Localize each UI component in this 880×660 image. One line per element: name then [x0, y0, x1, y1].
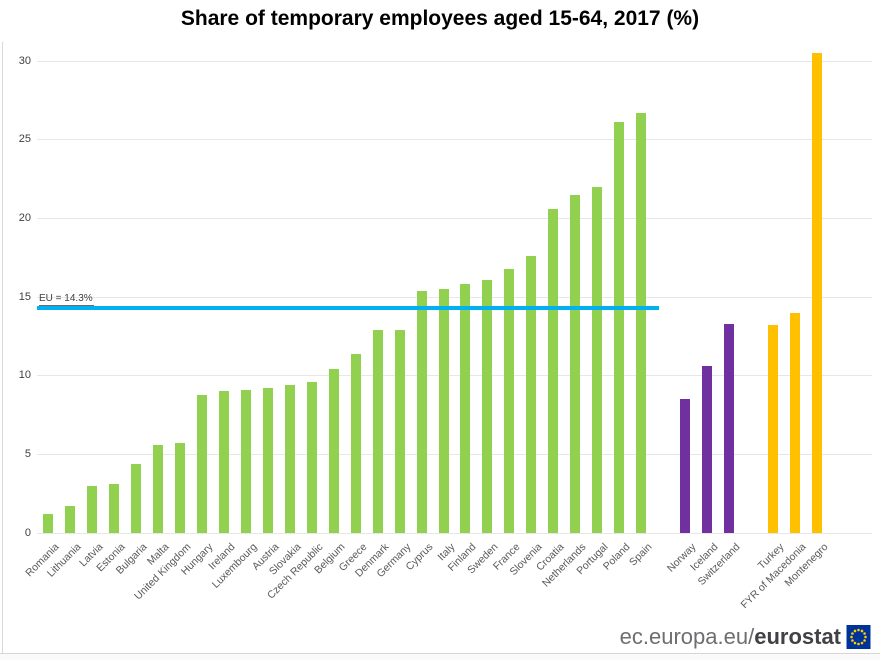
- bar-slovakia: [284, 385, 295, 533]
- bar-portugal: [592, 186, 603, 533]
- eu-average-label: EU = 14.3%: [39, 293, 94, 306]
- y-axis-tick-label: 30: [18, 54, 31, 67]
- bar-lithuania: [64, 506, 75, 533]
- bar-romania: [42, 514, 53, 533]
- y-axis-tick-label: 25: [18, 133, 31, 146]
- bar-montenegro: [812, 53, 823, 533]
- bar-belgium: [328, 369, 339, 533]
- left-frame-line: [2, 42, 3, 653]
- bottom-frame-line: [0, 653, 880, 660]
- bar-luxembourg: [240, 389, 251, 533]
- bar-germany: [394, 330, 405, 533]
- gridline: [37, 139, 872, 141]
- bar-czech-republic: [306, 381, 317, 533]
- bar-netherlands: [570, 194, 581, 533]
- y-axis-tick-label: 15: [18, 290, 31, 303]
- bar-croatia: [548, 208, 559, 533]
- x-axis-label: Spain: [627, 541, 655, 569]
- bar-iceland: [702, 366, 713, 533]
- bar-spain: [636, 112, 647, 533]
- gridline: [37, 60, 872, 62]
- bar-norway: [680, 399, 691, 533]
- y-axis-tick-label: 20: [18, 211, 31, 224]
- bar-turkey: [768, 325, 779, 533]
- eurostat-logo-prefix: ec.europa.eu/: [619, 624, 755, 649]
- bar-fyr-of-macedonia: [790, 312, 801, 533]
- bar-hungary: [196, 394, 207, 533]
- gridline: [37, 453, 872, 455]
- bar-denmark: [372, 330, 383, 533]
- eu-flag-icon: [846, 625, 871, 649]
- chart-plot-area: 0 5 10 15 20 25 30 Romania Lithuania Latvia Estoni…: [19, 53, 872, 611]
- y-axis-tick-label: 5: [24, 447, 31, 460]
- bar-cyprus: [416, 290, 427, 533]
- gridline: [37, 375, 872, 377]
- bar-france: [504, 268, 515, 533]
- bar-austria: [262, 388, 273, 533]
- bar-greece: [350, 353, 361, 533]
- y-axis-tick-label: 10: [18, 369, 31, 382]
- y-axis-tick-label: 0: [24, 526, 31, 539]
- bar-switzerland: [724, 323, 735, 533]
- bar-malta: [152, 444, 163, 533]
- bar-italy: [438, 289, 449, 533]
- bar-ireland: [218, 391, 229, 533]
- bar-estonia: [108, 484, 119, 533]
- gridline: [37, 532, 872, 534]
- eu-average-line: [37, 306, 660, 310]
- bar-slovenia: [526, 256, 537, 533]
- gridline: [37, 296, 872, 298]
- bar-sweden: [482, 279, 493, 533]
- bar-poland: [614, 122, 625, 533]
- eurostat-logo-wordmark: eurostat: [754, 624, 841, 649]
- chart-title: Share of temporary employees aged 15-64,…: [180, 7, 700, 30]
- bar-bulgaria: [130, 463, 141, 533]
- bar-finland: [460, 284, 471, 533]
- eurostat-logo: ec.europa.eu/eurostat: [620, 625, 871, 649]
- bar-latvia: [86, 485, 97, 533]
- gridline: [37, 217, 872, 219]
- bar-united-kingdom: [174, 443, 185, 533]
